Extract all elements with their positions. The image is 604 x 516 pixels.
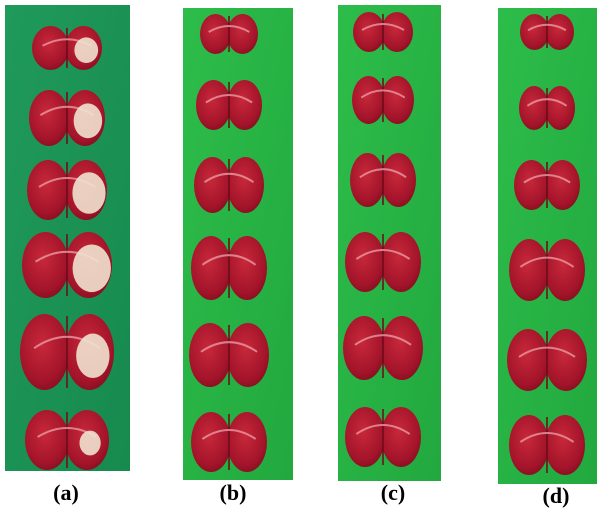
hemisphere [20,314,69,390]
hemisphere [545,415,585,475]
hemisphere [381,153,416,207]
infarct [79,431,100,456]
hemisphere [227,14,258,54]
hemisphere [227,236,267,300]
hemisphere [32,26,69,70]
hemisphere [194,157,231,213]
panel-label: (d) [543,483,570,508]
infarct [74,37,98,63]
hemisphere [545,86,575,130]
hemisphere [381,12,413,52]
hemisphere [27,160,69,220]
hemisphere [509,415,549,475]
hemisphere [345,407,385,467]
panel-label: (a) [53,480,79,505]
hemisphere [227,157,264,213]
hemisphere [381,407,421,467]
hemisphere [227,80,262,130]
hemisphere [381,232,421,292]
hemisphere [520,14,549,50]
hemisphere [22,232,69,298]
hemisphere [189,323,231,387]
hemisphere [29,90,69,146]
hemisphere [545,14,574,50]
hemisphere [227,412,267,472]
hemisphere [191,412,231,472]
hemisphere [545,329,587,391]
hemisphere [191,236,231,300]
figure: (a) (b) (c) (d) [0,0,604,516]
hemisphere [345,232,385,292]
hemisphere [545,160,580,210]
panel-label: (c) [381,480,405,505]
hemisphere [381,316,423,380]
hemisphere [514,160,549,210]
hemisphere [519,86,549,130]
hemisphere [350,153,385,207]
hemisphere [353,12,385,52]
hemisphere [227,323,269,387]
hemisphere [381,76,414,124]
infarct [73,244,111,292]
hemisphere [545,239,585,301]
infarct [74,103,103,138]
hemisphere [507,329,549,391]
infarct [72,172,105,214]
hemisphere [343,316,385,380]
hemisphere [352,76,385,124]
panel-label: (b) [220,480,247,505]
hemisphere [200,14,231,54]
hemisphere [25,410,69,470]
hemisphere [509,239,549,301]
hemisphere [196,80,231,130]
infarct [76,334,109,378]
